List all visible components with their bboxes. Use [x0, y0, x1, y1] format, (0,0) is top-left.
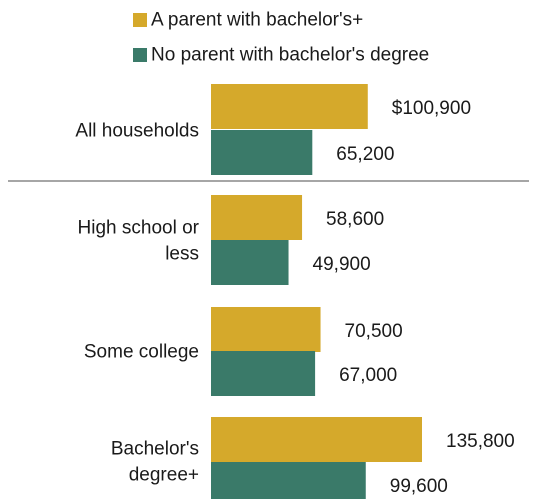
legend: A parent with bachelor's+ No parent with … [133, 10, 429, 66]
value-label: 65,200 [336, 144, 394, 165]
bar-no-parent-bachelors [211, 462, 366, 499]
legend-label-2: No parent with bachelor's degree [151, 45, 429, 66]
bar-no-parent-bachelors [211, 240, 289, 285]
value-label: 99,600 [390, 476, 448, 497]
bar-no-parent-bachelors [211, 351, 316, 396]
bar-parent-bachelors [211, 307, 321, 352]
category-label: less [165, 244, 199, 265]
value-label: 67,000 [339, 365, 397, 386]
category-label: Bachelor's [111, 439, 199, 460]
legend-swatch-2 [133, 48, 147, 62]
value-label: 58,600 [326, 209, 384, 230]
category-group: All households $100,900 65,200 [75, 84, 471, 175]
category-label: degree+ [129, 465, 199, 486]
bar-parent-bachelors [211, 84, 368, 129]
category-label: Some college [84, 342, 199, 363]
legend-swatch-1 [133, 13, 147, 27]
value-label: 70,500 [345, 321, 403, 342]
category-group: Bachelor's degree+ 135,800 99,600 [111, 417, 515, 499]
category-group: Some college 70,500 67,000 [84, 307, 403, 396]
value-label: 135,800 [446, 431, 515, 452]
bar-parent-bachelors [211, 195, 303, 240]
bar-parent-bachelors [211, 417, 422, 462]
category-label: All households [75, 121, 199, 142]
value-label: $100,900 [392, 98, 471, 119]
value-label: 49,900 [313, 254, 371, 275]
bar-groups: All households $100,900 65,200 High school … [75, 84, 515, 499]
legend-label-1: A parent with bachelor's+ [151, 10, 363, 31]
bar-no-parent-bachelors [211, 130, 313, 175]
category-label: High school or [78, 218, 200, 239]
category-group: High school or less 58,600 49,900 [78, 195, 384, 285]
